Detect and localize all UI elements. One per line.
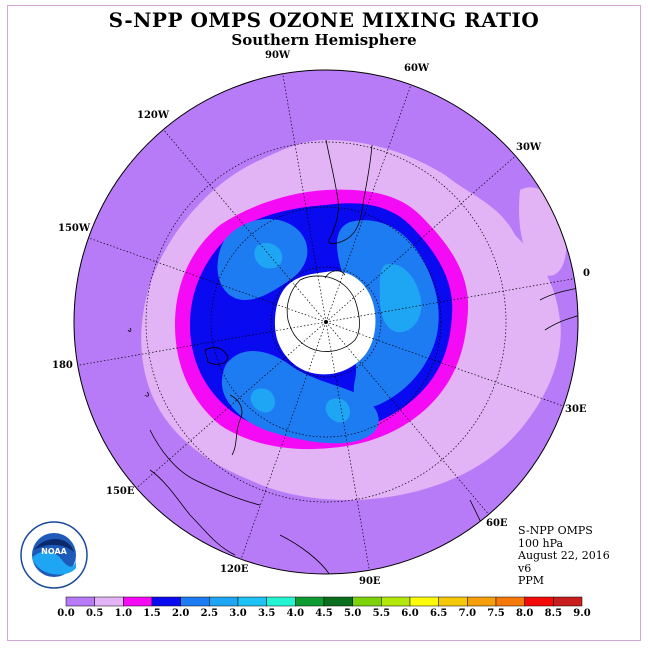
lon-label-180: 180 (52, 360, 73, 371)
info-level: 100 hPa (518, 536, 564, 550)
lon-label-30e: 30E (565, 404, 587, 415)
colorbar-tick-label: 4.5 (315, 608, 333, 619)
colorbar-tick-label: 8.0 (515, 608, 534, 619)
colorbar-tick-label: 2.0 (171, 608, 190, 619)
lon-label-150e: 150E (106, 486, 135, 497)
colorbar-segment (237, 596, 267, 607)
colorbar-segment (180, 596, 210, 607)
colorbar-tick-label: 1.5 (143, 608, 161, 619)
coastlines (127, 139, 578, 574)
info-date: August 22, 2016 (518, 549, 610, 562)
colorbar-segment (295, 596, 325, 607)
colorbar-segment (438, 596, 468, 607)
info-units: PPM (518, 574, 545, 587)
band-2.5-3.0-a (379, 264, 422, 333)
lon-label-120e: 120E (220, 564, 249, 575)
colorbar-tick-label: 7.0 (458, 608, 477, 619)
colorbar-segment (209, 596, 239, 607)
page-frame (7, 5, 641, 641)
colorbar-tick-label: 9.0 (573, 608, 591, 619)
info-version: v6 (518, 561, 532, 575)
colorbar-tick-label: 5.5 (372, 608, 391, 619)
colorbar-tick-label: 4.0 (286, 608, 305, 619)
colorbar-segment (352, 596, 382, 607)
colorbar-segment (409, 596, 439, 607)
map-subtitle: Southern Hemisphere (231, 31, 417, 49)
graticule (74, 70, 578, 574)
lon-label-90e: 90E (359, 576, 381, 587)
colorbar-segment (94, 596, 124, 607)
colorbar-tick-label: 8.5 (544, 608, 563, 619)
noaa-logo-text: NOAA (41, 547, 67, 556)
lon-label-90w: 90W (265, 50, 291, 61)
product-info: S-NPP OMPS 100 hPa August 22, 2016 v6 PP… (518, 524, 610, 588)
colorbar-segment (65, 596, 95, 607)
band-2.5-3.0-c (325, 398, 350, 423)
colorbar-segment (553, 596, 583, 607)
south-pole-marker (324, 320, 328, 324)
lon-label-60w: 60W (404, 63, 430, 74)
lon-label-30w: 30W (516, 142, 542, 153)
colorbar-tick-label: 0.0 (57, 608, 75, 619)
colorbar-tick-label: 6.5 (429, 608, 448, 619)
globe-outline (73, 69, 579, 575)
colorbar-tick-label: 2.5 (200, 608, 219, 619)
colorbar-segment (151, 596, 181, 607)
lon-label-60e: 60E (486, 518, 508, 529)
lon-label-120w: 120W (137, 110, 170, 121)
colorbar-tick-label: 5.0 (343, 608, 362, 619)
colorbar-segment (323, 596, 353, 607)
lon-label-150w: 150W (58, 223, 91, 234)
band-2.5-3.0-b (250, 388, 275, 413)
noaa-logo: NOAA (20, 521, 88, 589)
colorbar-segment (495, 596, 525, 607)
lon-label-0: 0 (583, 268, 590, 279)
colorbar-segment (467, 596, 497, 607)
colorbar-segment (524, 596, 554, 607)
colorbar-tick-label: 7.5 (487, 608, 505, 619)
colorbar-segment (123, 596, 153, 607)
colorbar-tick-label: 3.5 (257, 608, 276, 619)
colorbar-tick-label: 6.0 (401, 608, 419, 619)
colorbar-tick-label: 0.5 (85, 608, 104, 619)
colorbar-tick-label: 3.0 (229, 608, 247, 619)
map-title: S-NPP OMPS OZONE MIXING RATIO (108, 8, 540, 32)
colorbar-tick-label: 1.0 (114, 608, 133, 619)
info-instrument: S-NPP OMPS (518, 524, 593, 537)
colorbar-segment (266, 596, 296, 607)
colorbar-segment (381, 596, 411, 607)
